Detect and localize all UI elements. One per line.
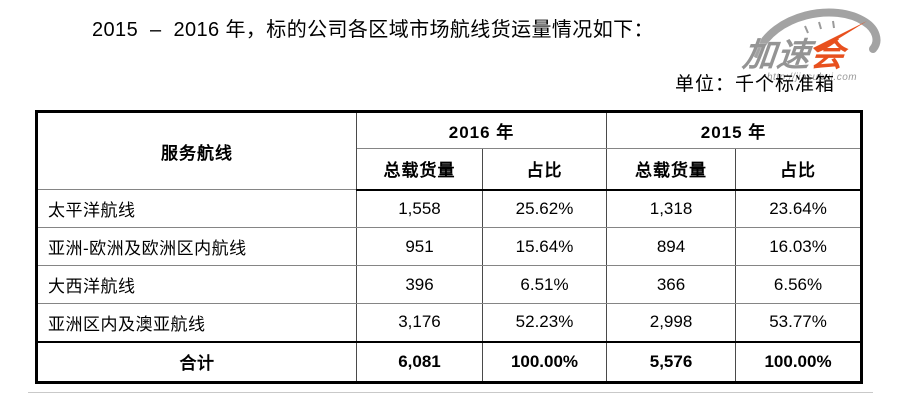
share-2016: 15.64% (481, 227, 608, 266)
route-name: 大西洋航线 (36, 265, 357, 304)
table-row-pacific: 太平洋航线 1,558 25.62% 1,318 23.64% (36, 189, 863, 228)
header-share-2016: 占比 (481, 148, 608, 191)
unit-note: 单位：千个标准箱 (674, 74, 835, 95)
volume-2016: 1,558 (356, 189, 483, 228)
brand-accent-text: 会 (809, 36, 847, 73)
share-2015: 23.64% (735, 189, 863, 228)
header-year-2016: 2016 年 (355, 111, 608, 149)
route-name: 太平洋航线 (36, 189, 357, 228)
volume-2015: 1,318 (606, 189, 737, 228)
route-name: 亚洲-欧洲及欧洲区内航线 (36, 227, 357, 266)
header-route-column: 服务航线 (36, 111, 357, 190)
volume-2016: 3,176 (356, 303, 483, 342)
share-2015: 53.77% (735, 303, 863, 342)
table-row-total: 合计 6,081 100.00% 5,576 100.00% (36, 340, 863, 383)
volume-2015: 894 (606, 227, 737, 266)
watermark-brand-text: 加速会 (741, 36, 847, 73)
total-share-2015: 100.00% (735, 340, 863, 383)
share-2016: 52.23% (481, 303, 608, 342)
share-2015: 6.56% (735, 265, 863, 304)
page-divider-line (28, 392, 873, 393)
volume-2015: 366 (606, 265, 737, 304)
header-share-2015: 占比 (735, 148, 863, 191)
total-volume-2015: 5,576 (606, 340, 737, 383)
table-row-asia-europe: 亚洲-欧洲及欧洲区内航线 951 15.64% 894 16.03% (36, 227, 863, 266)
route-name: 亚洲区内及澳亚航线 (36, 303, 357, 342)
table-row-atlantic: 大西洋航线 396 6.51% 366 6.56% (36, 265, 863, 304)
header-year-2015: 2015 年 (606, 111, 863, 149)
share-2016: 25.62% (481, 189, 608, 228)
volume-2015: 2,998 (606, 303, 737, 342)
share-2016: 6.51% (481, 265, 608, 304)
table-header-year-row: 服务航线 2016 年 2015 年 (36, 111, 863, 190)
watermark-url: http://jiasuhui.com (767, 72, 858, 83)
document-title: 2015 – 2016 年，标的公司各区域市场航线货运量情况如下： (92, 19, 654, 41)
table-row-intra-asia: 亚洲区内及澳亚航线 3,176 52.23% 2,998 53.77% (36, 303, 863, 342)
volume-2016: 396 (356, 265, 483, 304)
table-header-sub-row: 总载货量 占比 总载货量 占比 (37, 148, 863, 191)
total-volume-2016: 6,081 (356, 340, 483, 383)
header-volume-2016: 总载货量 (356, 148, 483, 191)
total-share-2016: 100.00% (481, 340, 608, 383)
share-2015: 16.03% (735, 227, 863, 266)
total-label: 合计 (36, 340, 357, 383)
header-volume-2015: 总载货量 (606, 148, 737, 191)
speedometer-arc-icon (753, 8, 881, 58)
cargo-volume-table: 服务航线 2016 年 2015 年 总载货量 占比 总载货量 占比 太平洋航线… (35, 110, 864, 384)
watermark-logo: 加速会 http://jiasuhui.com (741, 2, 893, 84)
volume-2016: 951 (356, 227, 483, 266)
brand-gray-text: 加速 (741, 36, 813, 73)
